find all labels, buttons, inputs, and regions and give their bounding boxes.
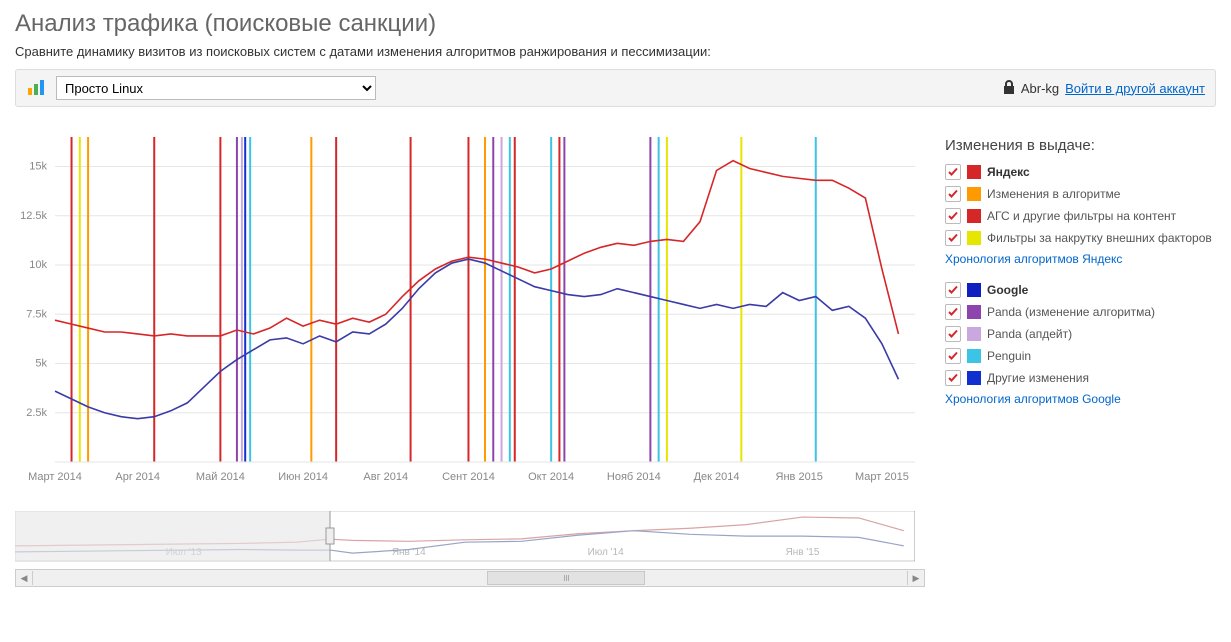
legend-chrono-link[interactable]: Хронология алгоритмов Google — [945, 392, 1216, 406]
legend-checkbox[interactable] — [945, 370, 961, 386]
legend-label: Яндекс — [987, 165, 1030, 179]
legend-checkbox[interactable] — [945, 164, 961, 180]
legend-swatch — [967, 305, 981, 319]
legend-label: Другие изменения — [987, 371, 1089, 385]
legend-swatch — [967, 231, 981, 245]
svg-text:10k: 10k — [29, 259, 47, 271]
page-subtitle: Сравните динамику визитов из поисковых с… — [15, 44, 1216, 59]
legend-label: Изменения в алгоритме — [987, 187, 1120, 201]
legend-swatch — [967, 349, 981, 363]
legend-checkbox[interactable] — [945, 208, 961, 224]
legend-title: Изменения в выдаче: — [945, 137, 1216, 154]
svg-text:Июл '14: Июл '14 — [588, 547, 625, 558]
svg-text:Окт 2014: Окт 2014 — [528, 471, 574, 483]
legend-label: Google — [987, 283, 1028, 297]
range-scrollbar[interactable]: ◀ ▶ — [15, 569, 925, 587]
svg-text:Авг 2014: Авг 2014 — [363, 471, 408, 483]
legend-swatch — [967, 209, 981, 223]
legend-checkbox[interactable] — [945, 304, 961, 320]
legend-checkbox[interactable] — [945, 186, 961, 202]
range-selector-chart[interactable]: Июл '13Янв '14Июл '14Янв '15 — [15, 511, 915, 569]
legend-checkbox[interactable] — [945, 348, 961, 364]
legend-label: Panda (апдейт) — [987, 327, 1072, 341]
svg-text:Нояб 2014: Нояб 2014 — [607, 471, 661, 483]
svg-text:Янв '14: Янв '14 — [392, 547, 426, 558]
svg-text:Дек 2014: Дек 2014 — [694, 471, 740, 483]
svg-text:Июн 2014: Июн 2014 — [278, 471, 328, 483]
legend-label: АГС и другие фильтры на контент — [987, 209, 1176, 223]
svg-text:Apr 2014: Apr 2014 — [115, 471, 160, 483]
legend-swatch — [967, 187, 981, 201]
legend-group-google: Google Panda (изменение алгоритма) Panda… — [945, 282, 1216, 406]
legend-swatch — [967, 327, 981, 341]
scroll-left-arrow[interactable]: ◀ — [16, 571, 33, 585]
svg-text:Март 2015: Март 2015 — [855, 471, 909, 483]
lock-icon — [1003, 80, 1015, 97]
legend-swatch — [967, 283, 981, 297]
svg-text:12.5k: 12.5k — [20, 210, 47, 222]
scroll-track[interactable] — [33, 571, 907, 585]
account-select[interactable]: Просто Linux — [56, 76, 376, 100]
svg-text:2.5k: 2.5k — [26, 407, 47, 419]
scroll-right-arrow[interactable]: ▶ — [907, 571, 924, 585]
legend-checkbox[interactable] — [945, 230, 961, 246]
svg-text:Март 2014: Март 2014 — [28, 471, 82, 483]
svg-text:Сент 2014: Сент 2014 — [442, 471, 495, 483]
svg-text:7.5k: 7.5k — [26, 308, 47, 320]
legend-label: Фильтры за накрутку внешних факторов — [987, 231, 1212, 245]
page-title: Анализ трафика (поисковые санкции) — [15, 10, 1216, 38]
scroll-thumb[interactable] — [487, 571, 644, 585]
chart-icon — [26, 78, 46, 99]
traffic-chart: 2.5k 5k 7.5k 10k 12.5k 15k Март 2014 Apr 2014 Ма… — [15, 137, 915, 497]
legend-chrono-link[interactable]: Хронология алгоритмов Яндекс — [945, 252, 1216, 266]
legend-swatch — [967, 165, 981, 179]
legend-checkbox[interactable] — [945, 282, 961, 298]
svg-text:Май 2014: Май 2014 — [196, 471, 245, 483]
legend-swatch — [967, 371, 981, 385]
legend-label: Penguin — [987, 349, 1031, 363]
svg-text:5k: 5k — [35, 358, 47, 370]
control-bar: Просто Linux Abr-kg Войти в другой аккау… — [15, 69, 1216, 107]
svg-text:Янв 2015: Янв 2015 — [776, 471, 823, 483]
legend-group-yandex: Яндекс Изменения в алгоритме АГС и други… — [945, 164, 1216, 266]
switch-account-link[interactable]: Войти в другой аккаунт — [1065, 81, 1205, 96]
legend-label: Panda (изменение алгоритма) — [987, 305, 1155, 319]
account-name: Abr-kg — [1021, 81, 1059, 96]
svg-text:Янв '15: Янв '15 — [786, 547, 820, 558]
svg-text:15k: 15k — [29, 161, 47, 173]
legend-checkbox[interactable] — [945, 326, 961, 342]
